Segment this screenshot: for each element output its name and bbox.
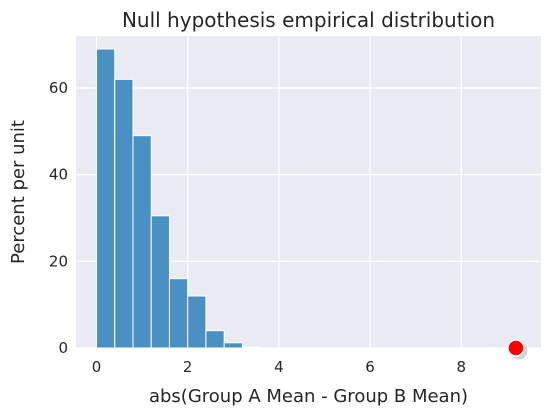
y-tick-label: 0 xyxy=(58,339,68,357)
y-tick-label: 40 xyxy=(49,166,68,184)
chart-title: Null hypothesis empirical distribution xyxy=(122,8,495,32)
histogram-bar xyxy=(132,135,152,349)
histogram-bar xyxy=(205,330,225,349)
x-tick-label: 8 xyxy=(456,358,466,376)
histogram-bar xyxy=(241,346,262,349)
y-tick-label: 20 xyxy=(49,252,68,270)
histogram-bars xyxy=(96,48,262,349)
histogram-bar xyxy=(187,295,207,349)
x-axis-label: abs(Group A Mean - Group B Mean) xyxy=(149,386,468,407)
x-tick-labels: 0 2 4 6 8 xyxy=(92,358,466,376)
x-tick-label: 4 xyxy=(274,358,284,376)
histogram-bar xyxy=(150,215,170,349)
x-tick-label: 0 xyxy=(92,358,102,376)
y-tick-labels: 0 20 40 60 xyxy=(49,79,68,357)
x-tick-label: 6 xyxy=(365,358,375,376)
histogram-bar xyxy=(114,78,134,349)
observed-value-marker xyxy=(507,339,525,357)
y-axis-label: Percent per unit xyxy=(8,120,29,264)
histogram-bar xyxy=(168,278,189,349)
histogram-bar xyxy=(96,48,116,349)
y-tick-label: 60 xyxy=(49,79,68,97)
histogram-bar xyxy=(223,342,243,349)
grid-lines xyxy=(76,36,541,349)
x-tick-label: 2 xyxy=(183,358,193,376)
observed-marker-layer xyxy=(507,339,528,360)
